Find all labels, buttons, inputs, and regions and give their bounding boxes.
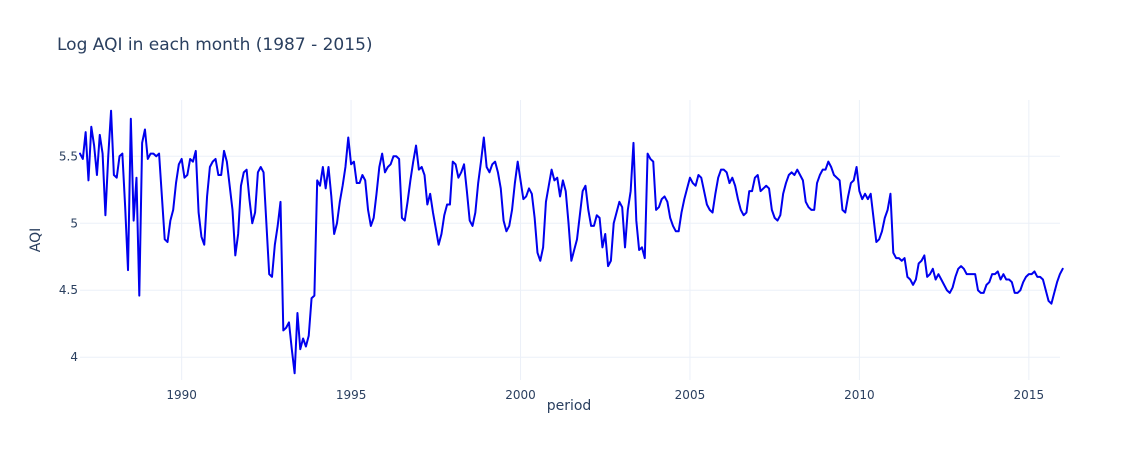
x-tick-label: 1995 [336,388,367,402]
x-axis-ticks: 1990 1995 2000 2005 2010 2015 [166,388,1044,402]
x-tick-label: 2015 [1014,388,1045,402]
x-tick-label: 2000 [505,388,536,402]
grid-lines [80,100,1060,380]
y-tick-label: 4.5 [59,283,78,297]
series-line-0 [79,109,1064,375]
x-tick-label: 2010 [844,388,875,402]
chart-title: Log AQI in each month (1987 - 2015) [57,35,373,55]
y-tick-label: 5 [70,216,78,230]
x-axis-title: period [547,398,592,414]
y-axis-ticks: 4 4.5 5 5.5 [59,149,78,364]
series-layer [79,109,1064,375]
y-axis-title: AQI [28,228,44,252]
x-tick-label: 2005 [675,388,706,402]
y-tick-label: 4 [70,350,78,364]
y-tick-label: 5.5 [59,149,78,163]
x-tick-label: 1990 [166,388,197,402]
